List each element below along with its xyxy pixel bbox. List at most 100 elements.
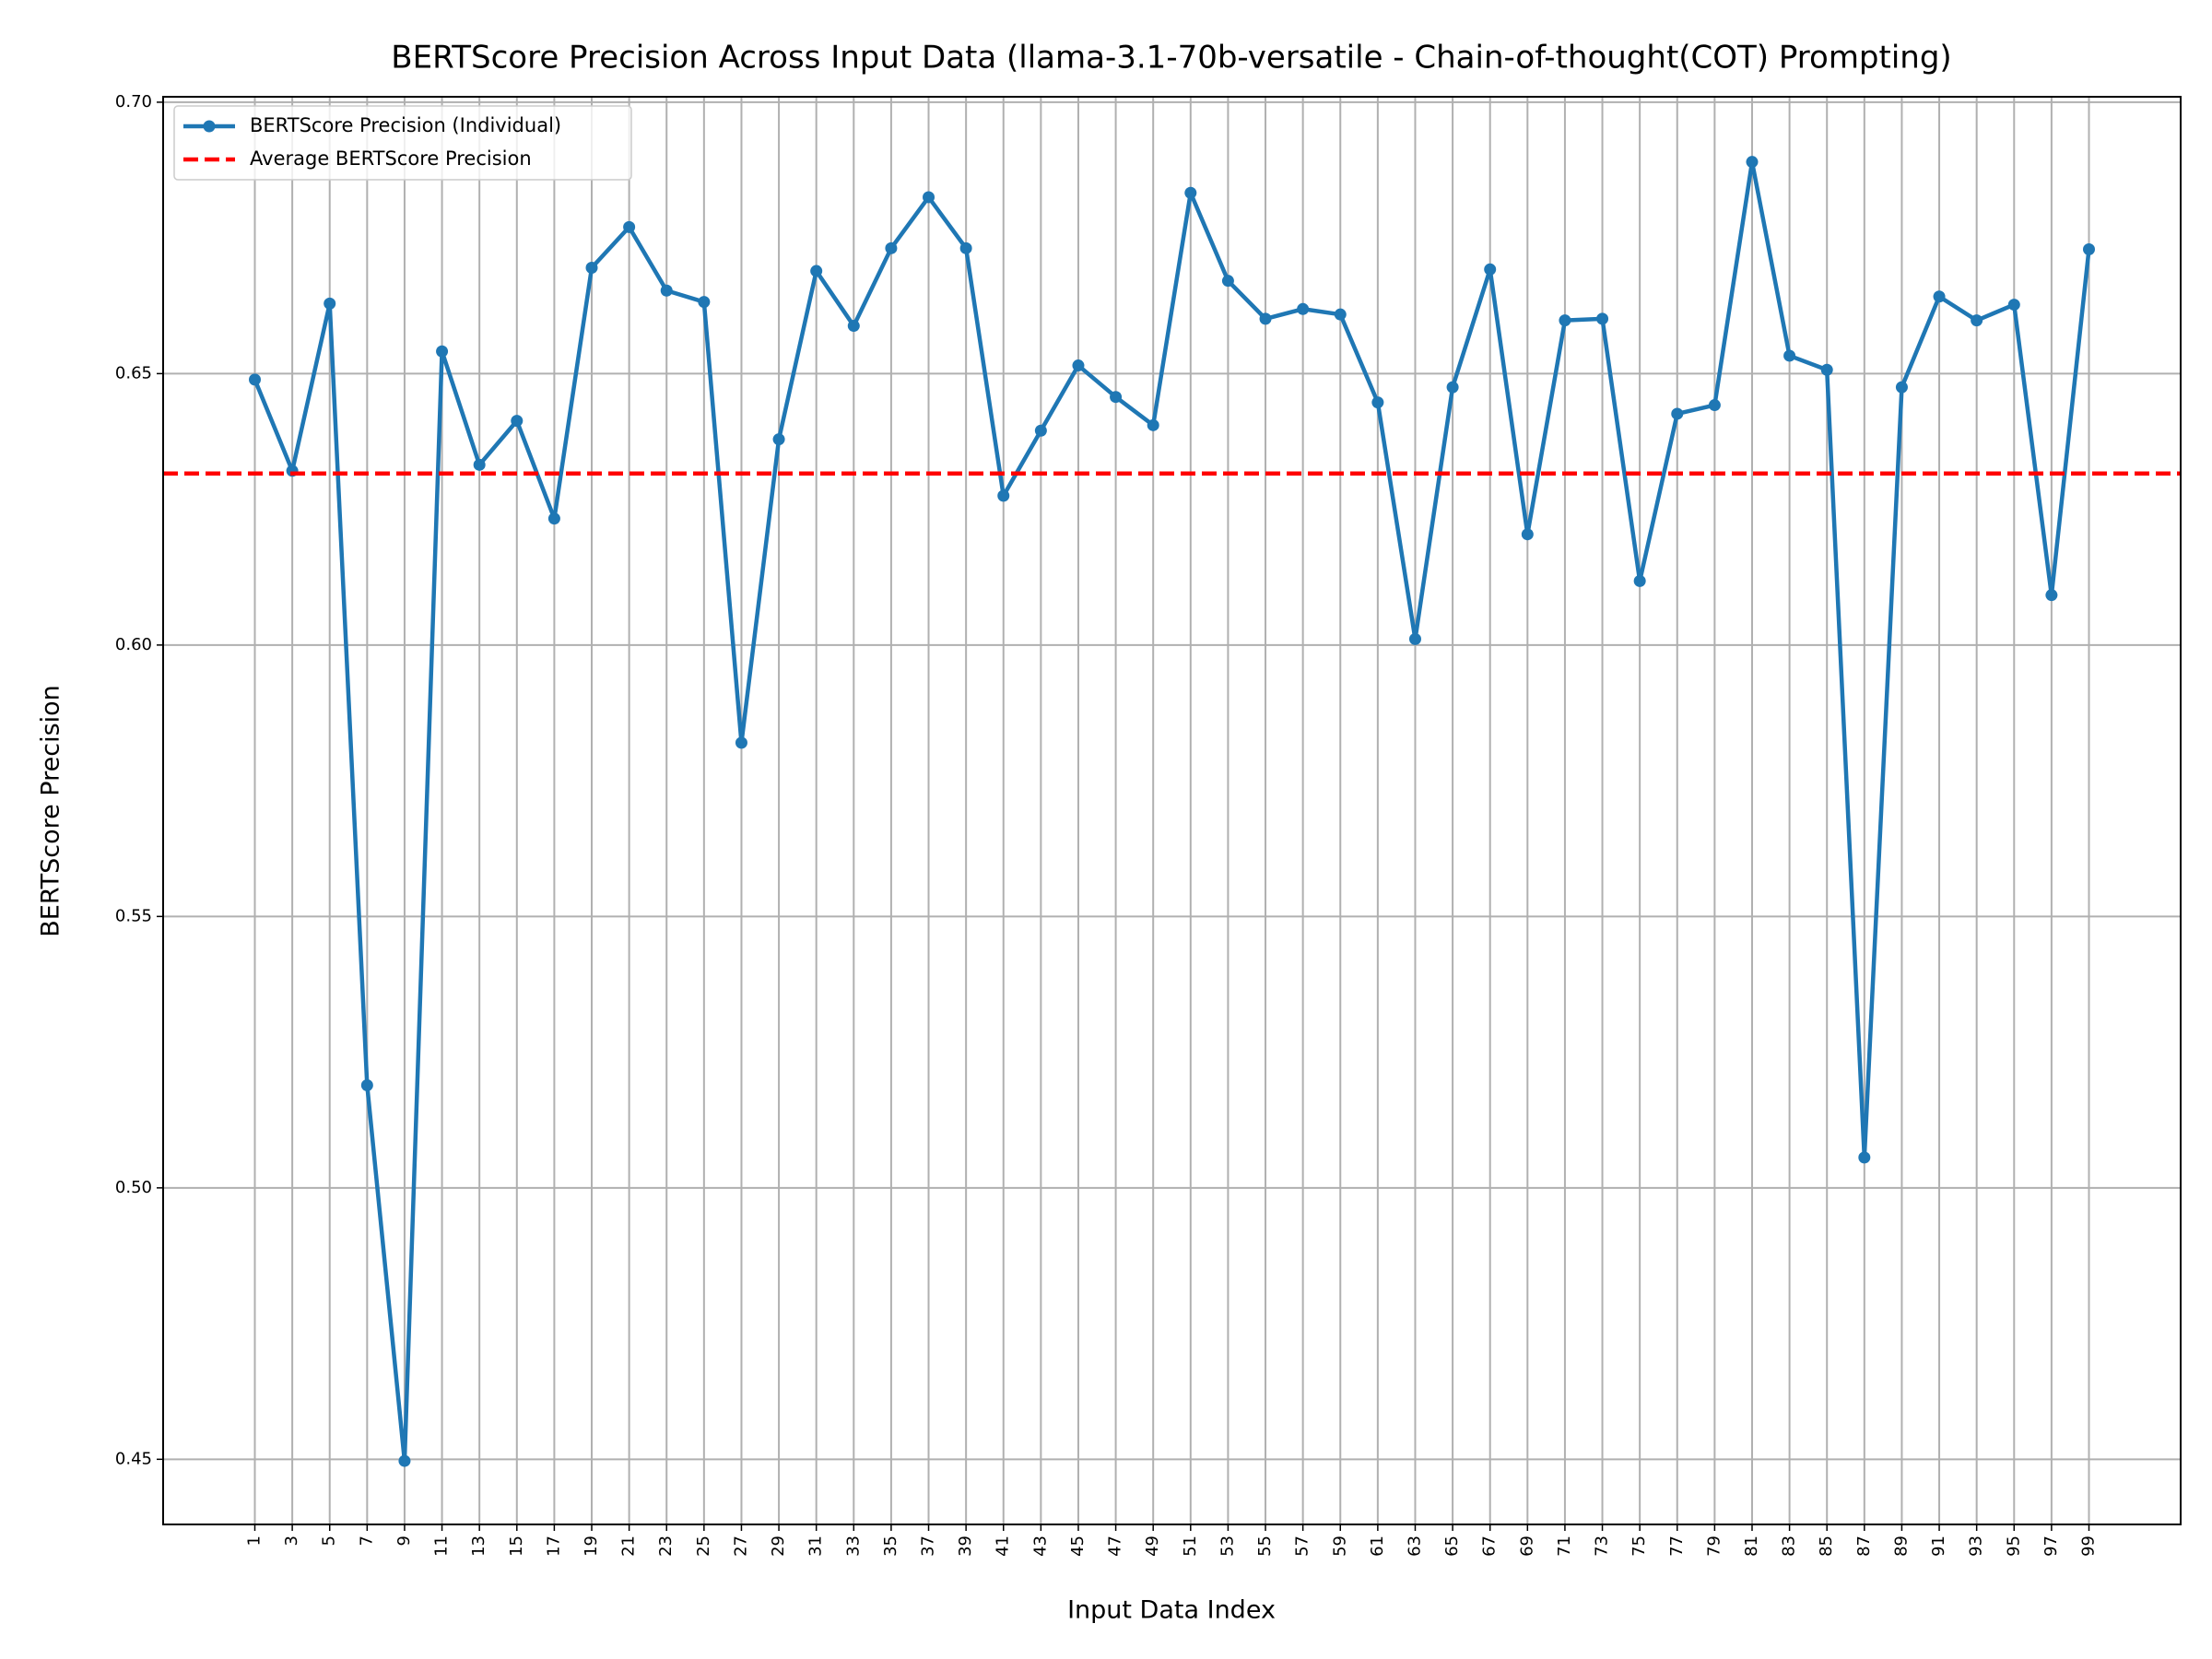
legend-marker — [203, 120, 216, 133]
x-tick-label: 95 — [2004, 1535, 2023, 1557]
x-tick-label: 41 — [994, 1535, 1013, 1557]
x-tick-label: 33 — [843, 1535, 863, 1557]
chart-title: BERTScore Precision Across Input Data (l… — [391, 40, 1951, 76]
x-tick-label: 97 — [2041, 1535, 2061, 1557]
x-tick-label: 87 — [1854, 1535, 1874, 1557]
x-axis-label: Input Data Index — [1067, 1596, 1276, 1625]
x-tick-label: 61 — [1368, 1535, 1387, 1557]
data-point — [1559, 314, 1571, 327]
x-tick-label: 1 — [245, 1535, 265, 1546]
x-tick-label: 55 — [1255, 1535, 1275, 1557]
data-point — [1221, 275, 1234, 288]
y-tick-label: 0.65 — [115, 363, 152, 382]
x-tick-label: 31 — [806, 1535, 826, 1557]
y-axis-label: BERTScore Precision — [37, 685, 65, 937]
data-point — [1446, 381, 1459, 394]
x-tick-label: 45 — [1068, 1535, 1088, 1557]
data-point — [1521, 528, 1534, 541]
data-point — [1971, 314, 1983, 327]
series-line — [253, 159, 2091, 1464]
x-tick-label: 13 — [469, 1535, 488, 1557]
x-tick-label: 39 — [956, 1535, 975, 1557]
x-tick-label: 35 — [881, 1535, 900, 1557]
x-tick-label: 71 — [1555, 1535, 1574, 1557]
data-point — [585, 262, 598, 275]
data-point — [1671, 407, 1684, 420]
x-tick-label: 25 — [694, 1535, 713, 1557]
x-tick-label: 5 — [320, 1535, 339, 1546]
x-tick-label: 27 — [731, 1535, 750, 1557]
data-point — [997, 489, 1010, 502]
x-tick-label: 7 — [357, 1535, 376, 1546]
x-tick-label: 17 — [544, 1535, 563, 1557]
x-tick-label: 29 — [769, 1535, 788, 1557]
data-point — [436, 345, 449, 358]
x-tick-label: 93 — [1967, 1535, 1986, 1557]
legend-label: BERTScore Precision (Individual) — [250, 114, 561, 136]
data-point — [1708, 399, 1721, 412]
data-point — [1596, 312, 1609, 325]
data-point — [1933, 290, 1946, 303]
data-point — [473, 458, 486, 471]
x-tick-label: 49 — [1143, 1535, 1162, 1557]
x-tick-label: 9 — [394, 1535, 414, 1546]
data-point — [1820, 363, 1833, 376]
data-point — [1297, 302, 1310, 315]
data-point — [847, 320, 860, 333]
data-point — [2083, 243, 2095, 256]
data-point — [885, 241, 898, 254]
data-point — [698, 296, 711, 309]
legend: BERTScore Precision (Individual) Average … — [173, 105, 632, 181]
x-tick-label: 11 — [432, 1535, 452, 1557]
x-tick-label: 3 — [282, 1535, 301, 1546]
data-point — [810, 265, 823, 277]
x-tick-label: 91 — [1929, 1535, 1948, 1557]
data-point — [959, 241, 972, 254]
x-tick-label: 59 — [1330, 1535, 1349, 1557]
data-point — [1408, 632, 1421, 645]
y-tick-label: 0.45 — [115, 1449, 152, 1468]
x-tick-label: 65 — [1442, 1535, 1462, 1557]
x-tick-label: 57 — [1293, 1535, 1312, 1557]
data-point — [1072, 359, 1085, 372]
x-tick-label: 15 — [507, 1535, 526, 1557]
x-tick-label: 37 — [919, 1535, 938, 1557]
data-point — [1746, 156, 1759, 169]
legend-box — [173, 105, 632, 181]
x-tick-label: 85 — [1817, 1535, 1836, 1557]
x-tick-label: 53 — [1218, 1535, 1237, 1557]
data-point — [2007, 299, 2020, 312]
data-point — [1484, 263, 1497, 276]
y-tick-label: 0.60 — [115, 635, 152, 654]
x-tick-label: 23 — [656, 1535, 676, 1557]
data-point — [1184, 186, 1197, 199]
data-point — [772, 433, 785, 446]
data-point — [1110, 391, 1123, 404]
data-point — [2045, 589, 2058, 602]
x-tick-label: 89 — [1891, 1535, 1911, 1557]
data-point — [1633, 574, 1646, 587]
x-tick-label: 83 — [1780, 1535, 1799, 1557]
data-point — [249, 373, 261, 386]
x-tick-label: 47 — [1106, 1535, 1125, 1557]
x-tick-label: 73 — [1593, 1535, 1612, 1557]
x-tick-label: 51 — [1181, 1535, 1200, 1557]
data-point — [398, 1454, 411, 1467]
data-point — [360, 1079, 373, 1092]
x-tick-label: 43 — [1030, 1535, 1050, 1557]
data-point — [923, 191, 935, 204]
x-tick-label: 67 — [1480, 1535, 1500, 1557]
data-point — [1858, 1151, 1871, 1164]
data-point — [1371, 396, 1384, 409]
y-tick-label: 0.55 — [115, 906, 152, 925]
x-tick-label: 79 — [1704, 1535, 1724, 1557]
y-tick-label: 0.50 — [115, 1178, 152, 1197]
data-point — [511, 415, 524, 428]
data-point — [660, 284, 673, 297]
data-point — [735, 736, 747, 749]
data-point — [1783, 349, 1796, 362]
x-tick-label: 77 — [1667, 1535, 1687, 1557]
legend-label: Average BERTScore Precision — [250, 147, 532, 170]
